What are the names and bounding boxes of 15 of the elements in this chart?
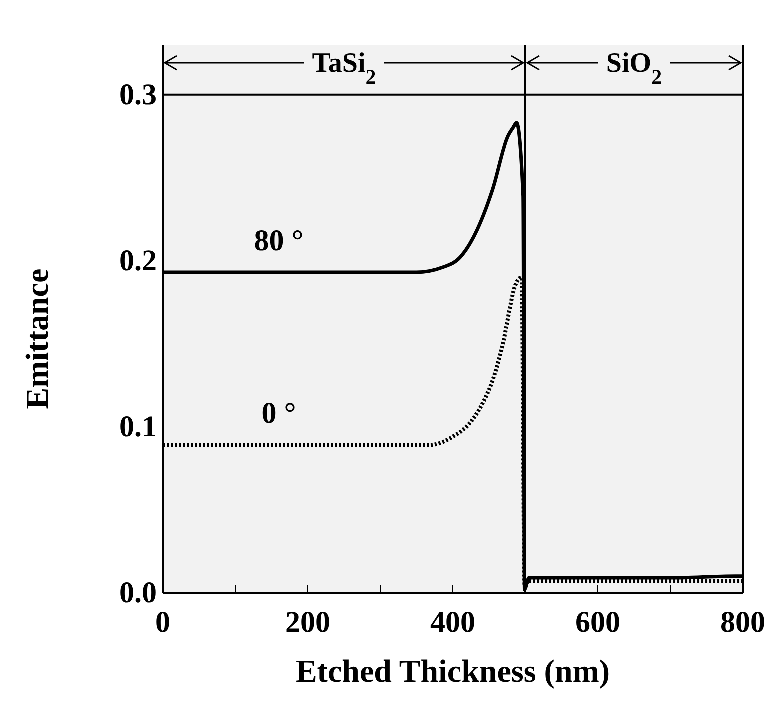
band-label: TaSi$_{2}$ — [312, 48, 376, 89]
series-label: 80 ° — [254, 224, 304, 258]
x-tick-label: 800 — [720, 606, 766, 639]
y-tick-label: 0.3 — [120, 78, 157, 112]
x-tick-label: 400 — [430, 606, 476, 639]
x-tick-label: 0 — [156, 606, 170, 639]
band-label: SiO$_{2}$ — [606, 48, 662, 89]
y-tick-label: 0.1 — [120, 410, 157, 444]
x-tick-label: 600 — [576, 606, 620, 639]
y-axis-title: Emittance — [19, 268, 55, 410]
x-tick-label: 200 — [286, 606, 330, 639]
series-label: 0 ° — [262, 397, 296, 430]
y-tick-label: 0.0 — [120, 576, 157, 610]
x-axis-title: Etched Thickness (nm) — [296, 653, 610, 689]
y-tick-label: 0.2 — [120, 244, 157, 278]
